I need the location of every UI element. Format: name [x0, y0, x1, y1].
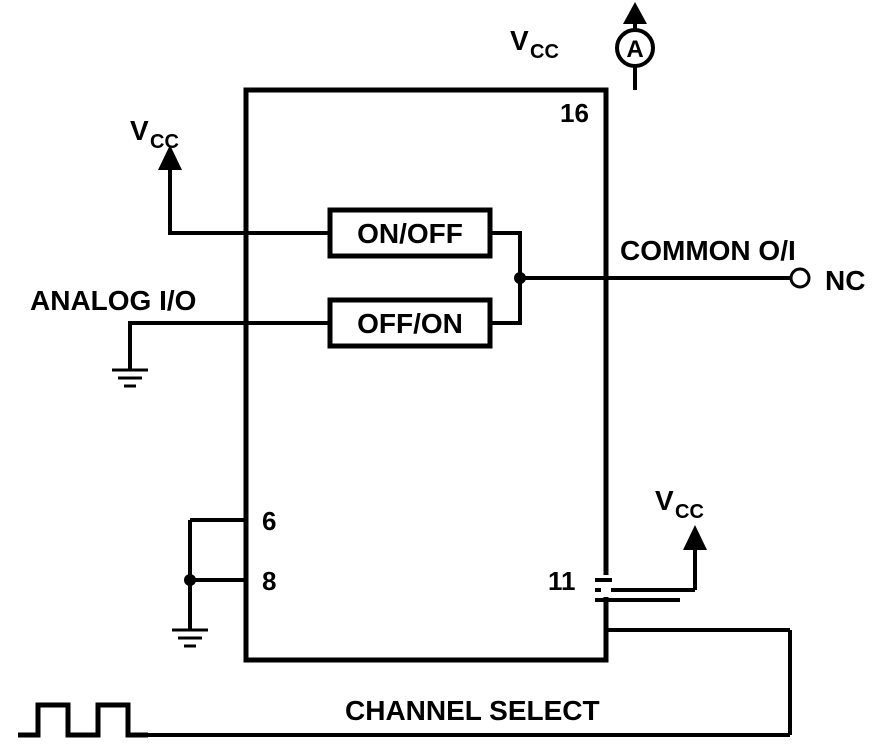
arrow-vcc-topright: [623, 2, 647, 24]
vcc-topright-cc: CC: [530, 41, 559, 63]
arrow-vcc-br: [683, 525, 707, 550]
vcc-br-cc: CC: [675, 501, 704, 523]
wire-vcc-left: [170, 165, 330, 233]
nc-terminal: [791, 269, 809, 287]
vcc-left-cc: CC: [150, 131, 179, 153]
nc-text: NC: [825, 265, 865, 296]
channel-select-text: CHANNEL SELECT: [345, 695, 600, 726]
wire-offon-right: [490, 278, 520, 323]
schematic-diagram: ON/OFF OFF/ON V CC ANALOG I/O COMMON O/I…: [0, 0, 882, 750]
pin8-num: 8: [262, 566, 276, 596]
pin16-num: 16: [560, 98, 589, 128]
pin11-num: 11: [548, 566, 576, 596]
wire-analog-io: [130, 323, 330, 370]
on-off-text: ON/OFF: [357, 218, 463, 249]
pulse-symbol: [18, 705, 148, 735]
pin11-gap-cover: [601, 583, 611, 597]
common-oi-text: COMMON O/I: [620, 235, 796, 266]
pin6-num: 6: [262, 506, 276, 536]
vcc-br-v: V: [655, 485, 674, 516]
analog-io-text: ANALOG I/O: [30, 285, 196, 316]
wire-onoff-right: [490, 233, 520, 278]
off-on-text: OFF/ON: [357, 308, 463, 339]
junction-pin68: [184, 574, 196, 586]
ammeter-a: A: [626, 36, 643, 63]
vcc-topright-v: V: [510, 25, 529, 56]
vcc-left-v: V: [130, 115, 149, 146]
